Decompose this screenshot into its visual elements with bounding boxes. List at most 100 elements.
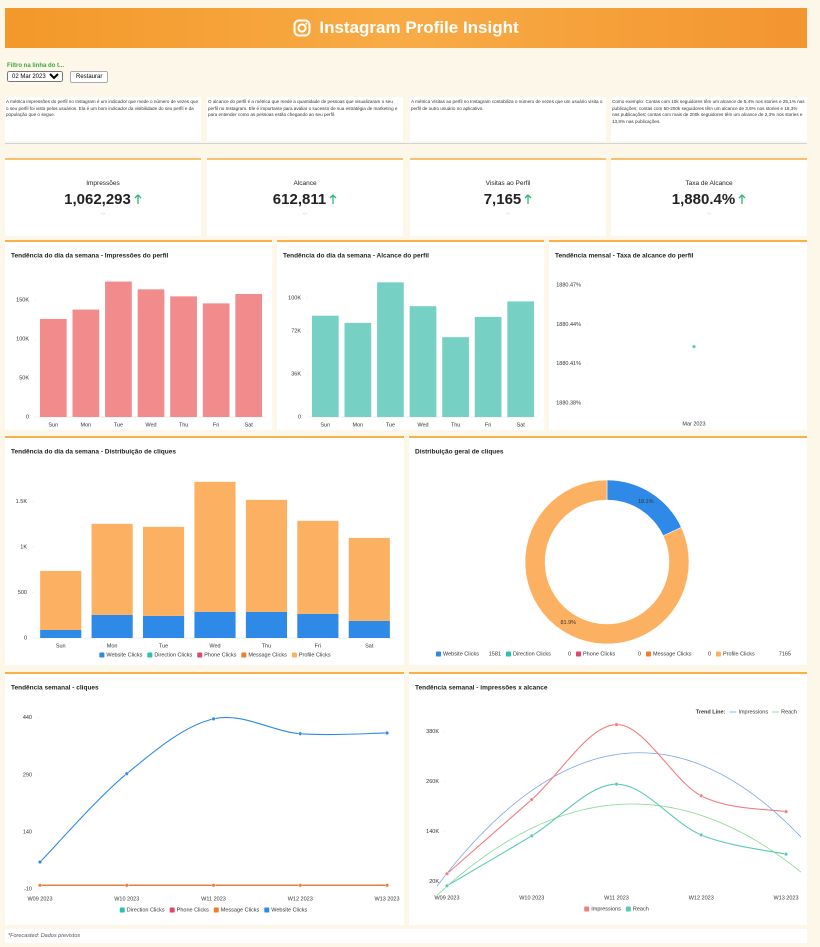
donut-slice [524, 479, 690, 645]
x-tick-label: W12 2023 [689, 895, 714, 901]
legend-label: Direction Clicks [127, 907, 165, 913]
point [614, 782, 619, 787]
point [385, 730, 390, 735]
legend: Direction Clicks Phone Clicks Message Clic… [119, 907, 307, 913]
bar-segment [297, 520, 339, 614]
trend-legend-label: Reach [781, 709, 797, 715]
bar-segment [40, 629, 82, 638]
legend-label: Phone Clicks [583, 651, 615, 657]
legend-label: Direction Clicks [154, 652, 192, 658]
chart-title: Tendência semanal - impressões x alcance [415, 685, 548, 692]
bar [235, 294, 263, 417]
legend-label: Message Clicks [221, 907, 260, 913]
x-tick-label: Wed [417, 422, 428, 428]
point [614, 722, 619, 727]
donut-slice [606, 479, 682, 537]
legend-swatch [436, 651, 441, 657]
date-filter[interactable]: 02 Mar 2023 - 3: [7, 71, 63, 82]
kpi-value: 1,062,293 [64, 191, 131, 208]
point [529, 833, 534, 838]
legend-label: Reach [633, 906, 649, 912]
kpi-change: -:- [706, 211, 712, 216]
legend-swatch [197, 652, 203, 658]
legend-swatch [169, 907, 175, 913]
reset-button[interactable]: Restaurar [70, 71, 109, 83]
legend-swatch [625, 906, 631, 912]
description: A métrica Visitas ao perfil no Instagram… [410, 97, 606, 141]
x-tick-label: W13 2023 [374, 896, 399, 902]
legend-value: 7165 [779, 651, 791, 657]
kpi-card: Visitas ao Perfil 7,165 -:- [410, 158, 606, 236]
x-tick-label: Fri [485, 422, 491, 428]
point [445, 871, 450, 876]
kpi-value: 612,811 [272, 191, 327, 208]
x-tick-label: Thu [262, 643, 271, 649]
bar [105, 281, 132, 417]
legend-label: Message Clicks [248, 652, 287, 658]
bar-segment [91, 523, 133, 615]
legend-swatch [506, 651, 511, 657]
legend-label: Profile Clicks [723, 651, 755, 657]
bar [170, 296, 197, 417]
x-tick-label: W09 2023 [27, 896, 52, 902]
kpi-value-row: 1,062,293 [5, 191, 201, 208]
x-tick-label: W10 2023 [519, 895, 544, 901]
description: Como exemplo: Contas com 10k seguidores … [611, 97, 807, 141]
point [385, 883, 390, 888]
legend-label: Profile Clicks [299, 652, 331, 658]
point [211, 883, 216, 888]
header-title: Instagram Profile Insight [319, 18, 519, 37]
y-tick-label: 290 [23, 772, 32, 778]
point [529, 797, 534, 802]
y-tick-label: 1880.41% [556, 361, 581, 367]
line [446, 724, 787, 875]
up-arrow [524, 194, 532, 204]
y-tick-label: 36K [291, 372, 301, 378]
bar-segment [194, 611, 236, 638]
footer: *Forecasted: Dados previstos [5, 929, 807, 943]
legend-label: Message Clicks [653, 651, 692, 657]
point [298, 731, 303, 736]
legend-swatch [646, 651, 651, 657]
legend-label: Website Clicks [106, 652, 142, 658]
y-tick-label: 50K [19, 376, 29, 382]
bar [311, 315, 339, 417]
bar-segment [245, 499, 287, 612]
bar-segment [297, 613, 339, 638]
x-tick-label: W09 2023 [434, 895, 459, 901]
bar [474, 316, 502, 417]
chart-title: Tendência semanal - cliques [11, 685, 99, 692]
legend-value: 0 [708, 651, 711, 657]
legend-label: Impressions [591, 906, 621, 912]
chart-title: Tendência do dia da semana - Distribuiçã… [11, 449, 176, 456]
x-tick-label: Tue [386, 422, 395, 428]
x-tick-label: Fri [315, 643, 321, 649]
y-tick-label: 100K [288, 295, 301, 301]
y-tick-label: 260K [426, 779, 439, 785]
legend-swatch [99, 652, 105, 658]
kpi-value: 7,165 [483, 191, 522, 208]
legend-swatch [119, 907, 125, 913]
bar-segment [348, 620, 390, 638]
slice-label: 18.1% [638, 499, 654, 505]
y-tick-label: 1.5K [16, 499, 28, 505]
chart-panel: Tendência do dia da semana - Impressões … [5, 240, 272, 430]
legend: Website Clicks Direction Clicks Phone Clic… [99, 652, 331, 658]
x-tick-label: W11 2023 [201, 896, 226, 902]
y-tick-label: 1880.38% [556, 400, 581, 406]
x-tick-label: Fri [213, 422, 219, 428]
trend-line [437, 803, 801, 895]
x-tick-label: Mon [107, 643, 118, 649]
up-arrow [329, 194, 337, 204]
x-tick-label: Thu [451, 422, 460, 428]
point [691, 344, 696, 349]
y-tick-label: 140K [426, 829, 439, 835]
chart: Tendência semanal - impressões x alcance… [415, 685, 801, 912]
kpi-label: Impressões [86, 180, 120, 187]
slice-label: 81.9% [560, 620, 576, 626]
x-tick-label: Sun [320, 422, 330, 428]
y-tick-label: 0 [298, 414, 301, 420]
kpi-label: Alcance [293, 180, 317, 187]
chart: Distribuição geral de cliques 18.1% 81.9% W… [415, 449, 791, 658]
